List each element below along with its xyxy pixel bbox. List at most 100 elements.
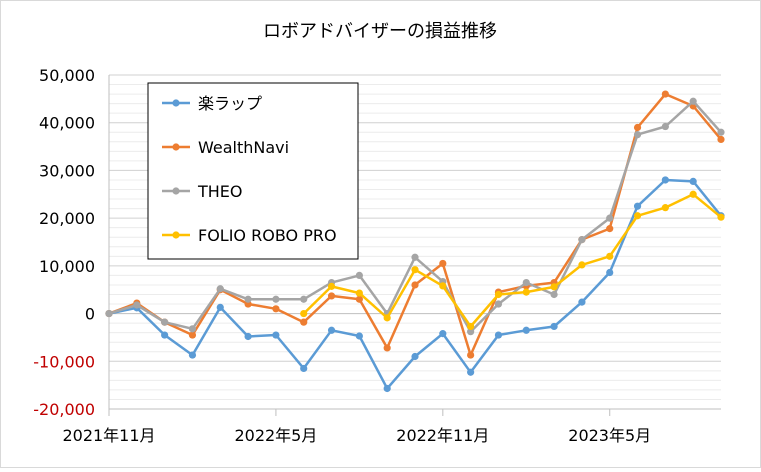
x-tick-labels: 2021年11月 2022年5月 2022年11月 2023年5月 — [62, 409, 651, 445]
data-point — [355, 332, 363, 340]
legend-marker — [172, 99, 180, 107]
data-point — [300, 318, 308, 326]
legend-label: WealthNavi — [198, 138, 289, 157]
data-point — [300, 309, 308, 318]
data-point — [327, 326, 336, 334]
data-point — [661, 204, 669, 212]
data-point — [383, 344, 391, 352]
data-point — [578, 261, 586, 269]
data-point — [439, 259, 447, 268]
legend: 楽ラップ WealthNavi THEO FOLIO ROBO PRO — [147, 82, 359, 260]
y-tick-label: 20,000 — [39, 209, 95, 228]
x-tick-label: 2022年11月 — [396, 426, 489, 445]
y-tick-label: 50,000 — [39, 66, 95, 85]
series-3 — [300, 190, 725, 331]
x-tick-label: 2021年11月 — [62, 426, 155, 445]
data-point — [606, 268, 614, 277]
data-point — [467, 322, 475, 331]
data-point — [300, 364, 308, 373]
data-point — [188, 325, 197, 333]
data-point — [578, 236, 586, 244]
data-point — [439, 330, 447, 338]
data-point — [550, 290, 558, 299]
data-point — [550, 283, 558, 291]
data-point — [411, 253, 419, 261]
data-point — [689, 97, 697, 105]
data-point — [161, 318, 169, 326]
data-point — [717, 128, 725, 136]
data-point — [717, 135, 725, 144]
y-tick-label: 0 — [85, 305, 95, 324]
y-tick-label: 30,000 — [39, 161, 95, 180]
data-point — [411, 352, 419, 361]
x-tick-label: 2023年5月 — [568, 426, 651, 445]
y-tick-labels: -20,000 -10,000 0 10,000 20,000 30,000 40,000 5… — [33, 66, 95, 419]
data-point — [216, 303, 224, 311]
data-point — [467, 351, 475, 359]
data-point — [522, 326, 530, 334]
series-line — [302, 193, 722, 328]
data-point — [522, 288, 530, 296]
legend-marker — [172, 187, 180, 195]
y-tick-label: -20,000 — [33, 400, 95, 419]
data-point — [633, 123, 642, 132]
legend-label: FOLIO ROBO PRO — [198, 226, 337, 245]
data-point — [467, 368, 475, 376]
data-point — [550, 322, 558, 331]
y-tick-label: 10,000 — [39, 257, 95, 276]
x-tick-label: 2022年5月 — [234, 426, 317, 445]
legend-box — [147, 82, 359, 260]
data-point — [578, 298, 586, 306]
data-point — [355, 295, 363, 303]
data-point — [494, 290, 503, 299]
data-point — [327, 282, 336, 290]
legend-marker — [172, 143, 180, 151]
data-point — [467, 328, 475, 336]
data-point — [633, 212, 642, 220]
data-point — [689, 190, 697, 198]
data-point — [133, 301, 141, 309]
data-point — [244, 332, 252, 341]
data-point — [272, 305, 280, 313]
data-point — [494, 331, 503, 339]
data-point — [355, 271, 363, 279]
y-tick-label: 40,000 — [39, 114, 95, 133]
data-point — [633, 131, 642, 139]
y-tick-label: -10,000 — [33, 352, 95, 371]
data-point — [439, 282, 447, 290]
legend-marker — [172, 231, 180, 239]
legend-label: THEO — [197, 182, 243, 201]
data-point — [216, 285, 224, 293]
data-point — [606, 252, 614, 260]
data-point — [411, 266, 419, 274]
data-point — [494, 300, 503, 308]
data-point — [661, 122, 669, 131]
data-point — [522, 278, 530, 287]
data-point — [188, 331, 197, 339]
data-point — [411, 281, 419, 289]
data-point — [383, 314, 391, 322]
data-point — [188, 351, 197, 359]
data-point — [606, 214, 614, 222]
chart-title: ロボアドバイザーの損益推移 — [263, 21, 497, 42]
series-layer — [105, 90, 725, 393]
data-point — [383, 384, 391, 393]
data-point — [272, 331, 280, 339]
data-point — [717, 213, 725, 221]
data-point — [661, 176, 669, 184]
data-point — [272, 295, 280, 303]
data-point — [300, 295, 308, 303]
data-point — [633, 202, 642, 210]
data-point — [244, 295, 252, 303]
legend-label: 楽ラップ — [198, 94, 262, 113]
data-point — [161, 331, 169, 339]
data-point — [689, 177, 697, 186]
series-2 — [105, 97, 725, 336]
axes — [108, 75, 721, 410]
data-point — [105, 309, 113, 318]
data-point — [606, 225, 614, 233]
data-point — [355, 289, 363, 297]
data-point — [661, 90, 669, 98]
